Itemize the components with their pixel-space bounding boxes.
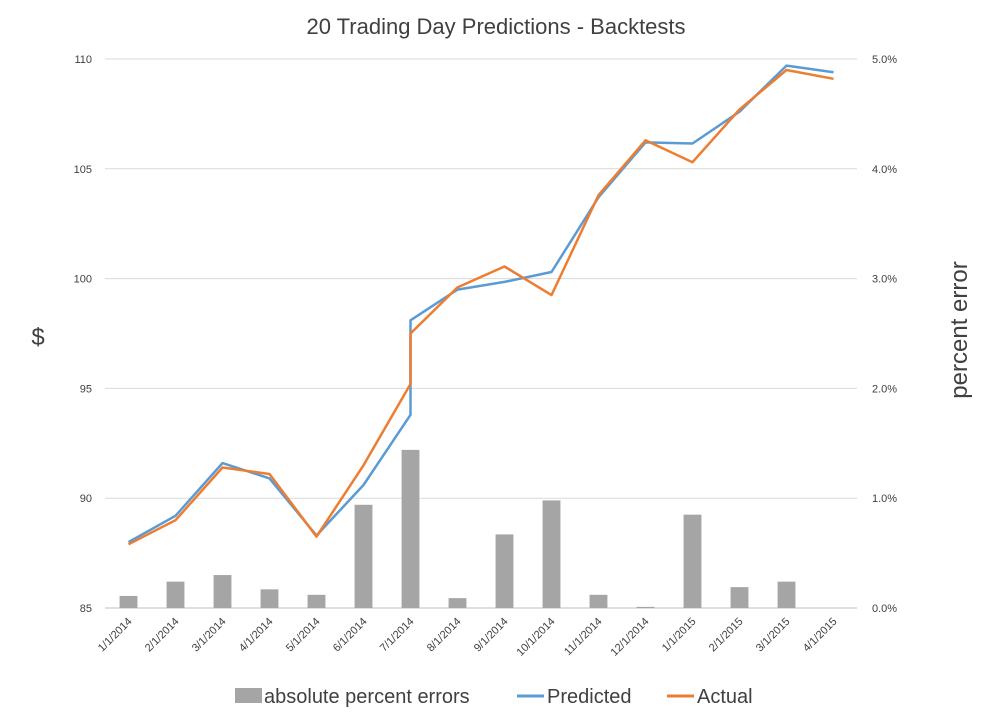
error-bar <box>119 595 138 608</box>
error-bar <box>730 587 749 608</box>
x-tick-label: 1/1/2014 <box>96 616 135 655</box>
bar-series <box>119 449 796 608</box>
x-tick-label: 5/1/2014 <box>284 616 323 655</box>
x-tick-label: 12/1/2014 <box>609 616 652 659</box>
x-tick-label: 2/1/2015 <box>707 616 746 655</box>
right-tick-label: 3.0% <box>872 274 897 286</box>
error-bar <box>213 575 232 608</box>
chart-title: 20 Trading Day Predictions - Backtests <box>306 14 685 39</box>
x-tick-label: 9/1/2014 <box>472 616 511 655</box>
left-tick-label: 90 <box>80 493 92 505</box>
right-tick-label: 4.0% <box>872 164 897 176</box>
line-series <box>127 64 834 546</box>
legend: absolute percent errors Predicted Actual <box>235 686 753 708</box>
right-axis-ticks: 0.0% 1.0% 2.0% 3.0% 4.0% 5.0% <box>872 54 897 615</box>
x-tick-label: 4/1/2015 <box>801 616 840 655</box>
error-bar <box>589 594 608 608</box>
error-bar <box>683 514 702 608</box>
x-tick-label: 8/1/2014 <box>425 616 464 655</box>
right-tick-label: 2.0% <box>872 383 897 395</box>
x-tick-label: 6/1/2014 <box>331 616 370 655</box>
error-bar <box>777 581 796 608</box>
x-tick-label: 4/1/2014 <box>237 616 276 655</box>
gridlines <box>105 58 857 609</box>
right-axis-title: percent error <box>946 261 973 398</box>
error-bar <box>636 606 655 608</box>
actual-line <box>127 68 834 546</box>
error-bar <box>495 534 514 608</box>
error-bar <box>401 449 420 608</box>
legend-label: Predicted <box>547 686 632 708</box>
error-bar <box>448 598 467 608</box>
left-tick-label: 110 <box>74 54 92 66</box>
x-tick-label: 7/1/2014 <box>378 616 417 655</box>
right-tick-label: 5.0% <box>872 54 897 66</box>
legend-swatch-bar <box>235 688 262 703</box>
legend-label: Actual <box>697 686 753 708</box>
predicted-line <box>127 64 834 544</box>
x-tick-label: 1/1/2015 <box>660 616 699 655</box>
x-tick-label: 10/1/2014 <box>515 616 558 659</box>
left-axis-title: $ <box>31 324 44 351</box>
error-bar <box>542 500 561 608</box>
x-tick-label: 11/1/2014 <box>562 616 605 659</box>
error-bar <box>166 581 185 608</box>
legend-label: absolute percent errors <box>264 686 470 708</box>
error-bar <box>260 589 279 608</box>
x-tick-label: 2/1/2014 <box>143 616 182 655</box>
left-tick-label: 105 <box>74 164 92 176</box>
x-axis-ticks: 1/1/2014 2/1/2014 3/1/2014 4/1/2014 5/1/2014… <box>96 616 840 659</box>
left-axis-ticks: 85 90 95 100 105 110 <box>74 54 92 615</box>
left-tick-label: 100 <box>74 274 92 286</box>
right-tick-label: 0.0% <box>872 603 897 615</box>
x-tick-label: 3/1/2014 <box>190 616 229 655</box>
left-tick-label: 95 <box>80 383 92 395</box>
right-tick-label: 1.0% <box>872 493 897 505</box>
error-bar <box>307 594 326 608</box>
error-bar <box>354 504 373 608</box>
x-tick-label: 3/1/2015 <box>754 616 793 655</box>
left-tick-label: 85 <box>80 603 92 615</box>
